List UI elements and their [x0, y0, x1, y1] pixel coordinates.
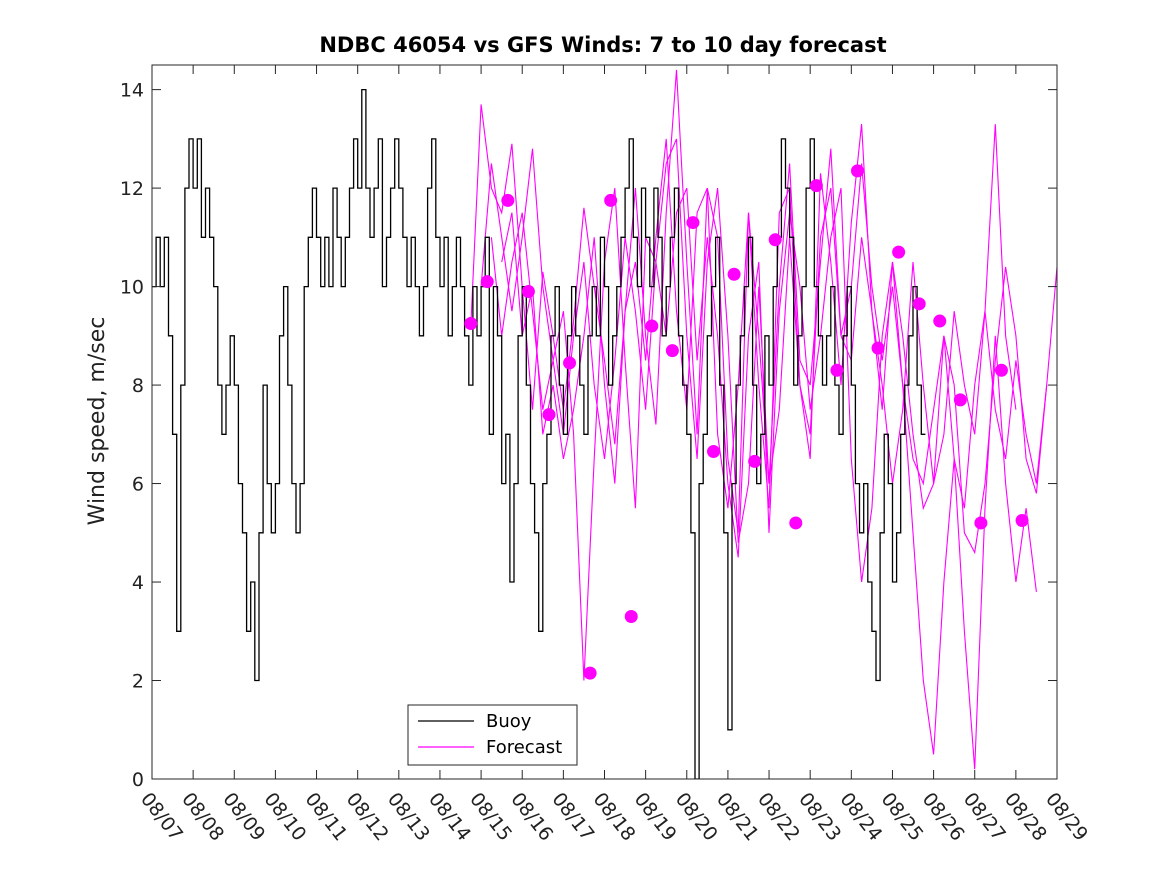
- y-tick-label: 6: [132, 474, 144, 496]
- y-axis-ticks: 0 2 4 6 8 10 12 14: [120, 80, 1057, 791]
- forecast-point: [809, 179, 823, 193]
- forecast-point: [871, 341, 885, 355]
- forecast-markers: [464, 164, 1029, 680]
- forecast-run-line: [501, 124, 1017, 509]
- forecast-point: [707, 445, 721, 459]
- y-tick-label: 14: [120, 80, 144, 102]
- forecast-point: [1015, 513, 1029, 527]
- forecast-point: [583, 666, 597, 680]
- forecast-point: [748, 454, 762, 468]
- forecast-point: [830, 363, 844, 377]
- legend-box: [407, 704, 578, 766]
- forecast-point: [994, 363, 1008, 377]
- forecast-point: [542, 408, 556, 422]
- y-tick-label: 12: [120, 178, 144, 200]
- forecast-point: [892, 245, 906, 259]
- buoy-series: [152, 88, 926, 779]
- forecast-point: [850, 164, 864, 178]
- forecast-point: [464, 317, 478, 331]
- forecast-point: [768, 233, 782, 247]
- forecast-point: [624, 610, 638, 624]
- forecast-point: [912, 297, 926, 311]
- y-tick-label: 10: [120, 277, 144, 299]
- forecast-point: [727, 267, 741, 281]
- forecast-point: [604, 193, 618, 207]
- legend: Buoy Forecast: [407, 704, 578, 766]
- buoy-line: [152, 88, 926, 779]
- forecast-point: [480, 275, 494, 289]
- forecast-run-line: [490, 187, 1037, 770]
- forecast-point: [789, 516, 803, 530]
- legend-buoy-label: Buoy: [486, 711, 532, 732]
- forecast-point: [933, 314, 947, 328]
- y-tick-label: 4: [132, 572, 144, 594]
- forecast-point: [665, 344, 679, 358]
- forecast-point: [974, 516, 988, 530]
- forecast-point: [686, 216, 700, 230]
- forecast-point: [563, 356, 577, 370]
- forecast-point: [501, 193, 515, 207]
- forecast-point: [645, 319, 659, 333]
- forecast-point: [953, 393, 967, 407]
- y-tick-label: 8: [132, 375, 144, 397]
- forecast-point: [521, 285, 535, 299]
- chart-title: NDBC 46054 vs GFS Winds: 7 to 10 day for…: [319, 33, 886, 57]
- legend-forecast-label: Forecast: [486, 737, 562, 758]
- y-tick-label: 0: [132, 769, 144, 791]
- y-tick-label: 2: [132, 671, 144, 693]
- y-axis-label: Wind speed, m/sec: [85, 317, 110, 526]
